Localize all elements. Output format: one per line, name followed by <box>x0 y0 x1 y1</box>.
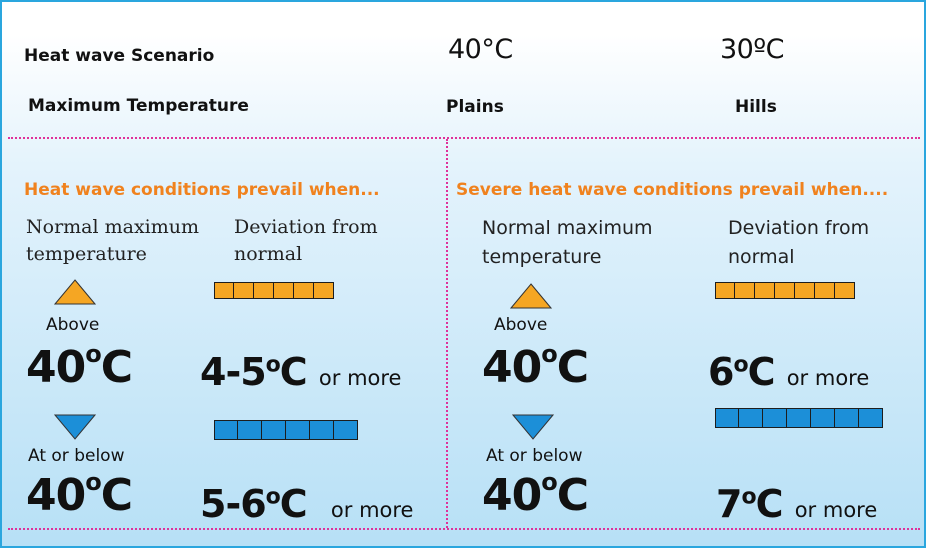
triangle-up-icon <box>510 283 552 309</box>
left-deviation-label: Deviation from normal <box>234 216 378 265</box>
bottom-divider <box>8 528 920 530</box>
plains-label: Plains <box>446 97 504 117</box>
left-above-deviation: 4-5oC or more <box>200 350 402 394</box>
left-above-deviation-value: 4-5 <box>200 350 267 394</box>
right-above-deviation: 6oC or more <box>708 350 870 394</box>
left-panel-title: Heat wave conditions prevail when... <box>24 180 380 200</box>
right-blue-bar <box>715 408 883 428</box>
right-orange-bar <box>715 282 855 299</box>
left-below-temp: 40oC <box>26 468 133 521</box>
triangle-up-icon <box>54 279 96 305</box>
left-below-or-more: or more <box>330 498 414 522</box>
left-above-or-more: or more <box>318 366 402 390</box>
hills-temp: 30ºC <box>720 34 784 65</box>
right-below-temp: 40oC <box>482 468 589 521</box>
right-above-temp-unit: C <box>556 342 589 393</box>
left-above-label: Above <box>46 315 100 335</box>
left-blue-bar <box>214 420 358 440</box>
left-below-deviation-unit: C <box>279 482 308 526</box>
right-below-temp-value: 40 <box>482 470 542 521</box>
right-below-deviation-unit: C <box>755 482 784 526</box>
right-deviation-label: Deviation from normal <box>728 217 870 268</box>
right-above-deviation-unit: C <box>747 350 776 394</box>
right-above-label: Above <box>494 315 548 335</box>
left-orange-bar <box>214 282 334 299</box>
left-below-temp-value: 40 <box>26 470 86 521</box>
right-below-or-more: or more <box>794 498 878 522</box>
left-above-temp-unit: C <box>100 342 133 393</box>
right-above-deviation-value: 6 <box>708 350 734 394</box>
right-normal-label: Normal maximum temperature <box>482 217 653 268</box>
left-normal-label: Normal maximum temperature <box>26 216 200 265</box>
right-below-deviation-value: 7 <box>716 482 742 526</box>
left-below-temp-unit: C <box>100 470 133 521</box>
right-below-label: At or below <box>486 446 583 466</box>
center-divider <box>446 139 448 528</box>
header-divider <box>8 137 920 139</box>
left-above-temp: 40oC <box>26 340 133 393</box>
right-above-temp-value: 40 <box>482 342 542 393</box>
right-below-deviation: 7oC or more <box>716 482 878 526</box>
plains-temp: 40°C <box>448 34 513 65</box>
left-below-deviation: 5-6oC or more <box>200 482 414 526</box>
right-above-or-more: or more <box>786 366 870 390</box>
max-temp-label: Maximum Temperature <box>28 96 249 116</box>
right-above-temp: 40oC <box>482 340 589 393</box>
right-panel-title: Severe heat wave conditions prevail when… <box>456 180 889 200</box>
left-above-deviation-unit: C <box>279 350 308 394</box>
scenario-label: Heat wave Scenario <box>24 46 215 66</box>
left-below-deviation-value: 5-6 <box>200 482 267 526</box>
left-below-label: At or below <box>28 446 125 466</box>
right-below-temp-unit: C <box>556 470 589 521</box>
hills-label: Hills <box>735 97 777 117</box>
left-above-temp-value: 40 <box>26 342 86 393</box>
triangle-down-icon <box>54 414 96 440</box>
triangle-down-icon <box>512 414 554 440</box>
